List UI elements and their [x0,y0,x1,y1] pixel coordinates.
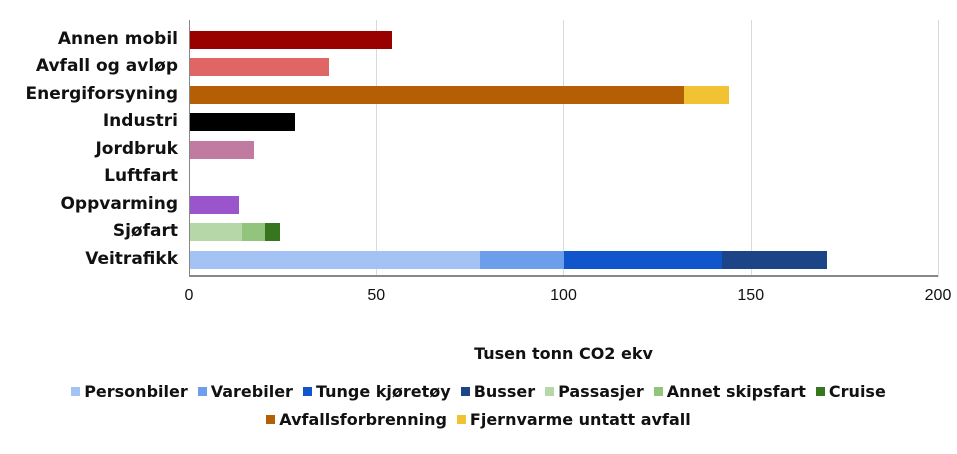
legend-swatch-icon [545,387,555,396]
bar-segment[interactable] [190,58,329,76]
x-tick-label: 200 [924,287,952,304]
legend-item[interactable]: Avfallsforbrenning [266,410,447,429]
category-label: Annen mobil [57,29,178,49]
bar-segment[interactable] [190,31,393,49]
category-label: Jordbruk [95,139,178,159]
legend-row-1: Personbiler Varebiler Tunge kjøretøy Busser… [0,382,957,401]
x-tick-label: 100 [550,287,577,304]
legend-label: Tunge kjøretøy [315,382,451,401]
legend-swatch-icon [302,387,312,396]
legend-label: Avfallsforbrenning [279,410,447,429]
bar-segment[interactable] [480,251,565,269]
legend-label: Personbiler [84,382,188,401]
bar-segment[interactable] [242,223,265,241]
legend-swatch-icon [197,387,207,396]
category-label: Oppvarming [60,194,178,214]
bar-segment[interactable] [190,251,481,269]
bar-row [190,251,827,269]
legend-item[interactable]: Annet skipsfart [653,382,806,401]
legend-item[interactable]: Cruise [815,382,886,401]
bar-row [190,196,239,214]
legend-label: Varebiler [210,382,293,401]
legend-item[interactable]: Busser [460,382,536,401]
x-axis-title: Tusen tonn CO2 ekv [474,344,653,363]
x-tick-label: 150 [737,287,765,304]
legend-swatch-icon [456,415,466,424]
category-label: Avfall og avløp [35,56,178,76]
x-tick-label: 0 [184,287,194,304]
x-tick-label: 50 [367,287,386,304]
bar-segment[interactable] [190,223,243,241]
legend-item[interactable]: Fjernvarme untatt avfall [456,410,691,429]
category-label: Luftfart [104,166,178,186]
category-label: Sjøfart [112,221,178,241]
legend-swatch-icon [266,415,276,424]
bar-segment[interactable] [190,113,295,131]
legend-swatch-icon [71,387,81,396]
gridline [563,20,564,277]
plot-area [189,20,939,277]
bar-segment[interactable] [564,251,722,269]
legend-label: Cruise [828,382,886,401]
legend-row-2: Avfallsforbrenning Fjernvarme untatt avfa… [0,410,957,429]
bar-row [190,31,393,49]
x-axis-line [189,275,938,277]
legend-item[interactable]: Personbiler [71,382,188,401]
bar-segment[interactable] [190,196,239,214]
bar-segment[interactable] [190,141,254,159]
gridline [751,20,752,277]
bar-segment[interactable] [190,86,685,104]
category-label: Veitrafikk [85,249,178,269]
bar-segment[interactable] [684,86,730,104]
bar-row [190,223,280,241]
category-label: Energiforsyning [25,84,179,104]
category-label: Industri [102,111,178,131]
bar-row [190,58,329,76]
bar-row [190,141,254,159]
bar-row [190,113,295,131]
bar-segment[interactable] [264,223,280,241]
legend-item[interactable]: Passasjer [545,382,644,401]
legend-item[interactable]: Tunge kjøretøy [302,382,451,401]
legend-swatch-icon [460,387,470,396]
gridline [376,20,377,277]
legend-label: Busser [473,382,536,401]
gridline [938,20,939,277]
legend-swatch-icon [653,387,663,396]
legend-label: Fjernvarme untatt avfall [469,410,691,429]
legend-swatch-icon [815,387,825,396]
legend-item[interactable]: Varebiler [197,382,293,401]
y-axis-line [189,20,190,277]
legend-label: Passasjer [558,382,644,401]
legend-label: Annet skipsfart [666,382,806,401]
bar-segment[interactable] [721,251,827,269]
bar-row [190,86,730,104]
